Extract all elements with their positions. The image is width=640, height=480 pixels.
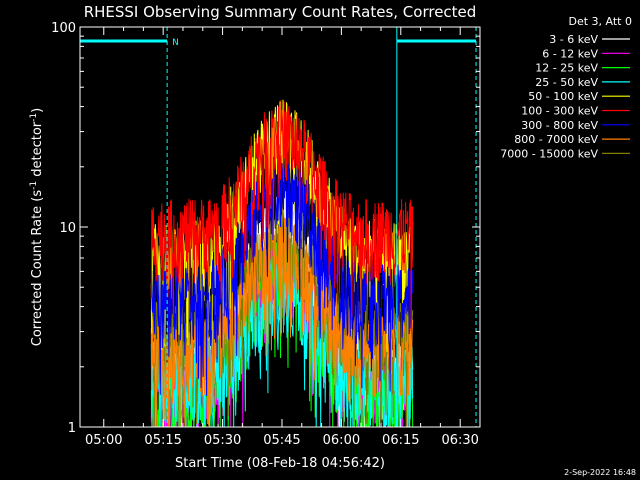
y-tick-label: 10: [59, 221, 76, 236]
y-axis-label: Corrected Count Rate (s-1 detector-1): [29, 108, 45, 346]
legend-label: 6 - 12 keV: [542, 47, 598, 60]
legend-header: Det 3, Att 0: [569, 15, 633, 28]
x-tick-label: 05:45: [263, 433, 300, 448]
x-tick-label: 05:15: [144, 433, 181, 448]
series-line-100-300-kev: [150, 100, 414, 332]
series-line-300-800-kev: [150, 155, 414, 397]
y-axis-ticks: 1 10 100: [51, 21, 480, 436]
legend-label: 300 - 800 keV: [521, 119, 598, 132]
legend-label: 50 - 100 keV: [528, 90, 598, 103]
x-tick-label: 05:00: [85, 433, 122, 448]
x-tick-label: 05:30: [204, 433, 241, 448]
x-tick-label: 06:30: [441, 433, 478, 448]
legend-label: 3 - 6 keV: [549, 33, 598, 46]
legend-label: 7000 - 15000 keV: [500, 147, 598, 160]
series-line-25-50-kev: [150, 263, 414, 428]
x-tick-label: 06:00: [323, 433, 360, 448]
x-tick-label: 06:15: [382, 433, 419, 448]
legend-label: 12 - 25 keV: [535, 62, 598, 75]
x-axis-ticks: 05:00 05:15 05:30 05:45 06:00 06:15 06:30: [85, 27, 481, 448]
chart-title: RHESSI Observing Summary Count Rates, Co…: [84, 3, 477, 21]
series-line-800-7000-kev: [150, 217, 414, 428]
y-tick-label: 100: [51, 21, 76, 36]
data-traces: [150, 99, 414, 429]
date-stamp: 2-Sep-2022 16:48: [564, 468, 636, 477]
legend-label: 800 - 7000 keV: [514, 133, 598, 146]
legend-label: 100 - 300 keV: [521, 105, 598, 118]
night-label: N: [172, 38, 179, 48]
y-tick-label: 1: [68, 421, 76, 436]
legend-label: 25 - 50 keV: [535, 76, 598, 89]
x-axis-label: Start Time (08-Feb-18 04:56:42): [175, 456, 385, 471]
